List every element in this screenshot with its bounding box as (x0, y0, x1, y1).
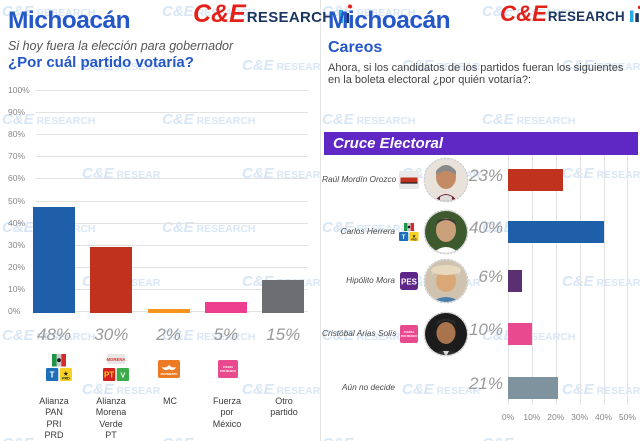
svg-text:POR MEXICO: POR MEXICO (401, 334, 418, 338)
svg-text:PES: PES (401, 277, 418, 286)
svg-text:T: T (402, 235, 406, 241)
svg-text:FUERZA: FUERZA (404, 330, 415, 334)
svg-text:PRD: PRD (411, 237, 417, 241)
